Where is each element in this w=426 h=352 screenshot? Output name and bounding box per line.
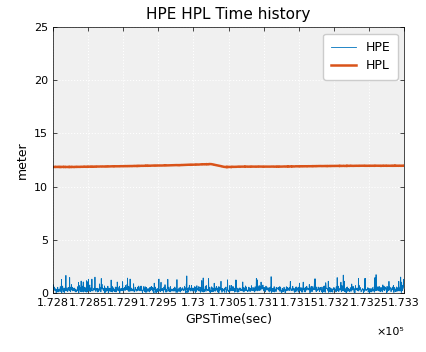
HPE <box>199 286 204 290</box>
X-axis label: GPSTime(sec): GPSTime(sec) <box>184 313 271 326</box>
HPL <box>78 165 83 169</box>
Y-axis label: meter: meter <box>15 141 29 179</box>
HPE <box>92 285 97 289</box>
HPE <box>78 288 83 292</box>
HPE <box>307 291 312 295</box>
HPL <box>92 164 97 169</box>
HPL <box>213 163 218 167</box>
Legend: HPE, HPL: HPE, HPL <box>322 33 397 80</box>
HPL <box>401 164 406 168</box>
HPE <box>401 287 406 291</box>
HPE <box>213 287 218 291</box>
HPE <box>373 272 378 277</box>
HPE <box>206 285 211 289</box>
HPE <box>250 285 255 290</box>
HPL <box>224 165 229 169</box>
Title: HPE HPL Time history: HPE HPL Time history <box>146 7 310 22</box>
Text: ×10⁵: ×10⁵ <box>376 327 403 337</box>
HPL <box>50 165 55 169</box>
Line: HPE: HPE <box>53 275 403 293</box>
HPL <box>199 162 204 166</box>
HPE <box>50 287 55 291</box>
Line: HPL: HPL <box>53 164 403 167</box>
HPL <box>208 162 213 166</box>
HPL <box>206 162 211 166</box>
HPL <box>250 164 255 169</box>
